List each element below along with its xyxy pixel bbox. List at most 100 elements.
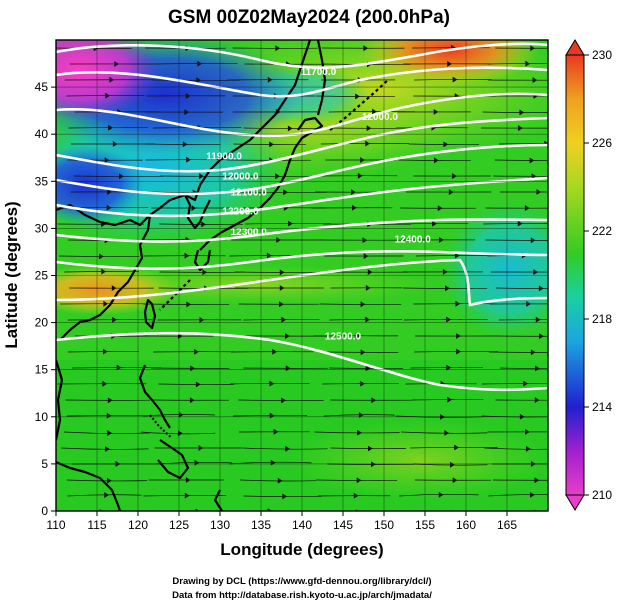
streamline-arrow	[433, 157, 439, 164]
streamline-arrow	[104, 492, 109, 498]
streamline	[411, 512, 491, 513]
y-tick-label-40: 40	[35, 127, 49, 141]
y-tick-label-5: 5	[41, 457, 48, 471]
streamline	[229, 461, 312, 465]
streamline-arrow	[529, 157, 535, 164]
streamline-arrow	[102, 348, 108, 355]
y-tick-label-0: 0	[41, 504, 48, 518]
streamline-arrow	[519, 109, 525, 116]
streamline-arrow	[534, 397, 540, 403]
y-axis-ticks: 0 5 10 15 20 25 30 35 40 45	[35, 80, 56, 518]
x-tick-label-110: 110	[46, 518, 65, 532]
contour-label-1: 12000.0	[362, 112, 399, 123]
x-tick-label-130: 130	[210, 518, 230, 532]
streamline-arrow	[104, 446, 110, 452]
plot-area: 11700.0 12000.0 11900.0 12000.0 12100.0 12200…	[56, 40, 570, 513]
magenta-zone	[56, 40, 160, 120]
colorbar-ticks: 210 214 218 222 226 230	[584, 48, 612, 502]
streamline-arrow	[371, 108, 377, 115]
colorbar-body	[565, 54, 585, 496]
contour-12400	[56, 258, 548, 307]
streamline-arrow	[201, 221, 206, 228]
streamline-arrow	[448, 189, 454, 195]
streamline-arrow	[360, 301, 366, 308]
streamline-arrow	[433, 109, 439, 115]
streamline-arrow	[529, 492, 535, 498]
streamline-arrow	[199, 317, 205, 323]
contour-label-3: 12000.0	[222, 171, 259, 182]
streamline	[484, 447, 548, 450]
streamline-arrow	[197, 60, 202, 67]
y-tick-label-35: 35	[35, 174, 49, 188]
contour-12300	[56, 250, 548, 271]
streamline-arrow	[281, 316, 287, 323]
x-tick-label-125: 125	[169, 518, 189, 532]
streamline-arrow	[199, 173, 204, 179]
streamline-arrow	[451, 173, 457, 179]
colorbar-tick-label-214: 214	[592, 400, 612, 414]
streamline-arrow	[287, 220, 293, 227]
y-tick-label-45: 45	[35, 80, 49, 94]
streamline-arrow	[530, 237, 536, 244]
streamline-arrow	[279, 285, 285, 291]
streamline-arrow	[523, 380, 528, 387]
streamline-arrow	[275, 173, 280, 179]
streamline-arrow	[534, 477, 540, 483]
colorbar: 210 214 218 222 226 230	[565, 39, 612, 511]
streamline	[403, 319, 488, 321]
streamline-arrow	[360, 380, 365, 387]
y-tick-label-10: 10	[35, 410, 49, 424]
contour-12200	[56, 218, 548, 243]
y-axis-title: Latitude (degrees)	[2, 201, 21, 348]
x-tick-label-150: 150	[374, 518, 394, 532]
x-tick-label-165: 165	[497, 518, 517, 532]
streamline-arrow	[359, 157, 365, 163]
streamline-arrow	[447, 396, 452, 403]
streamline	[414, 351, 498, 353]
streamline-arrow	[106, 204, 112, 211]
streamline-arrow	[116, 364, 122, 371]
streamline-arrow	[446, 364, 451, 371]
coast-philippines-visayas	[149, 414, 173, 439]
streamline-arrow	[363, 253, 369, 259]
y-tick-label-20: 20	[35, 316, 49, 330]
streamline-arrow	[278, 301, 284, 307]
streamline	[238, 399, 324, 401]
contour-label-7: 12400.0	[395, 235, 432, 246]
contour-12000	[56, 143, 548, 196]
streamline-arrow	[363, 45, 369, 51]
chart-title: GSM 00Z02May2024 (200.0hPa)	[168, 7, 450, 28]
streamline-arrow	[356, 477, 362, 484]
coast-korea	[184, 194, 211, 230]
streamline-arrow	[103, 301, 109, 307]
streamline-arrow	[272, 349, 277, 355]
streamline	[400, 431, 488, 434]
streamline-arrow	[431, 220, 437, 227]
streamline-arrow	[350, 189, 356, 195]
streamline-arrow	[109, 77, 115, 83]
streamline-arrow	[186, 301, 192, 308]
coast-ryukyu	[159, 279, 191, 311]
contour-label-6: 12300.0	[231, 227, 268, 238]
streamline-arrow	[517, 220, 523, 227]
streamline	[498, 512, 570, 513]
streamline-arrow	[455, 333, 461, 339]
streamline-arrow	[357, 429, 362, 436]
streamline-arrow	[184, 109, 190, 115]
credit-drawing: Drawing by DCL (https://www.gfd-dennou.o…	[172, 576, 431, 587]
colorbar-bottom-arrow	[565, 494, 585, 511]
streamline-arrow	[357, 173, 363, 179]
streamline-arrow	[182, 141, 188, 148]
streamline-arrow	[276, 237, 281, 243]
streamline-arrow	[189, 397, 195, 403]
streamline-arrow	[367, 445, 373, 452]
streamline-arrow	[530, 45, 535, 51]
streamline-arrow	[185, 477, 191, 483]
streamline-arrow	[452, 76, 458, 83]
streamline-arrow	[186, 156, 191, 163]
streamline-arrow	[538, 333, 544, 339]
streamline-arrow	[355, 333, 361, 339]
coast-philippines-mindanao	[157, 439, 190, 480]
coast-kuril	[329, 79, 389, 131]
colorbar-tick-label-222: 222	[592, 224, 612, 238]
